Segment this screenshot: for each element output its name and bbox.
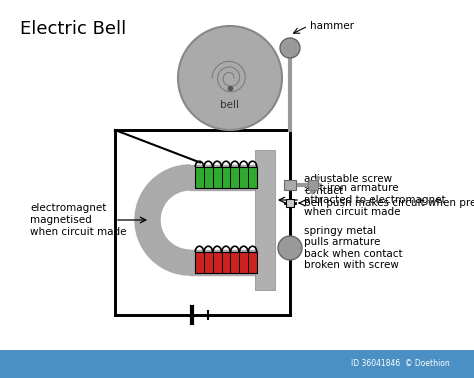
Circle shape — [278, 236, 302, 260]
Bar — [284, 180, 296, 190]
Text: bell push makes circuit when pressed: bell push makes circuit when pressed — [304, 198, 474, 208]
Text: ID 36041846  © Doethion: ID 36041846 © Doethion — [351, 359, 449, 369]
Bar — [195, 167, 257, 188]
Polygon shape — [190, 165, 255, 190]
Bar — [195, 252, 257, 273]
Polygon shape — [190, 250, 255, 275]
Text: Electric Bell: Electric Bell — [20, 20, 126, 38]
Text: bell: bell — [220, 100, 239, 110]
Text: springy metal
pulls armature
back when contact
broken with screw: springy metal pulls armature back when c… — [304, 226, 402, 270]
Bar — [286, 199, 294, 207]
Text: hammer: hammer — [310, 21, 354, 31]
Circle shape — [178, 26, 282, 130]
Text: electromagnet
magnetised
when circuit made: electromagnet magnetised when circuit ma… — [30, 203, 127, 237]
Text: soft iron armature
attracted to electromagnet
when circuit made: soft iron armature attracted to electrom… — [304, 183, 446, 217]
Bar — [255, 150, 275, 290]
Text: adjustable screw
contact: adjustable screw contact — [304, 174, 392, 196]
Circle shape — [280, 38, 300, 58]
Polygon shape — [135, 165, 190, 275]
Bar — [308, 180, 318, 190]
Bar — [0, 350, 474, 378]
Bar — [115, 130, 290, 315]
